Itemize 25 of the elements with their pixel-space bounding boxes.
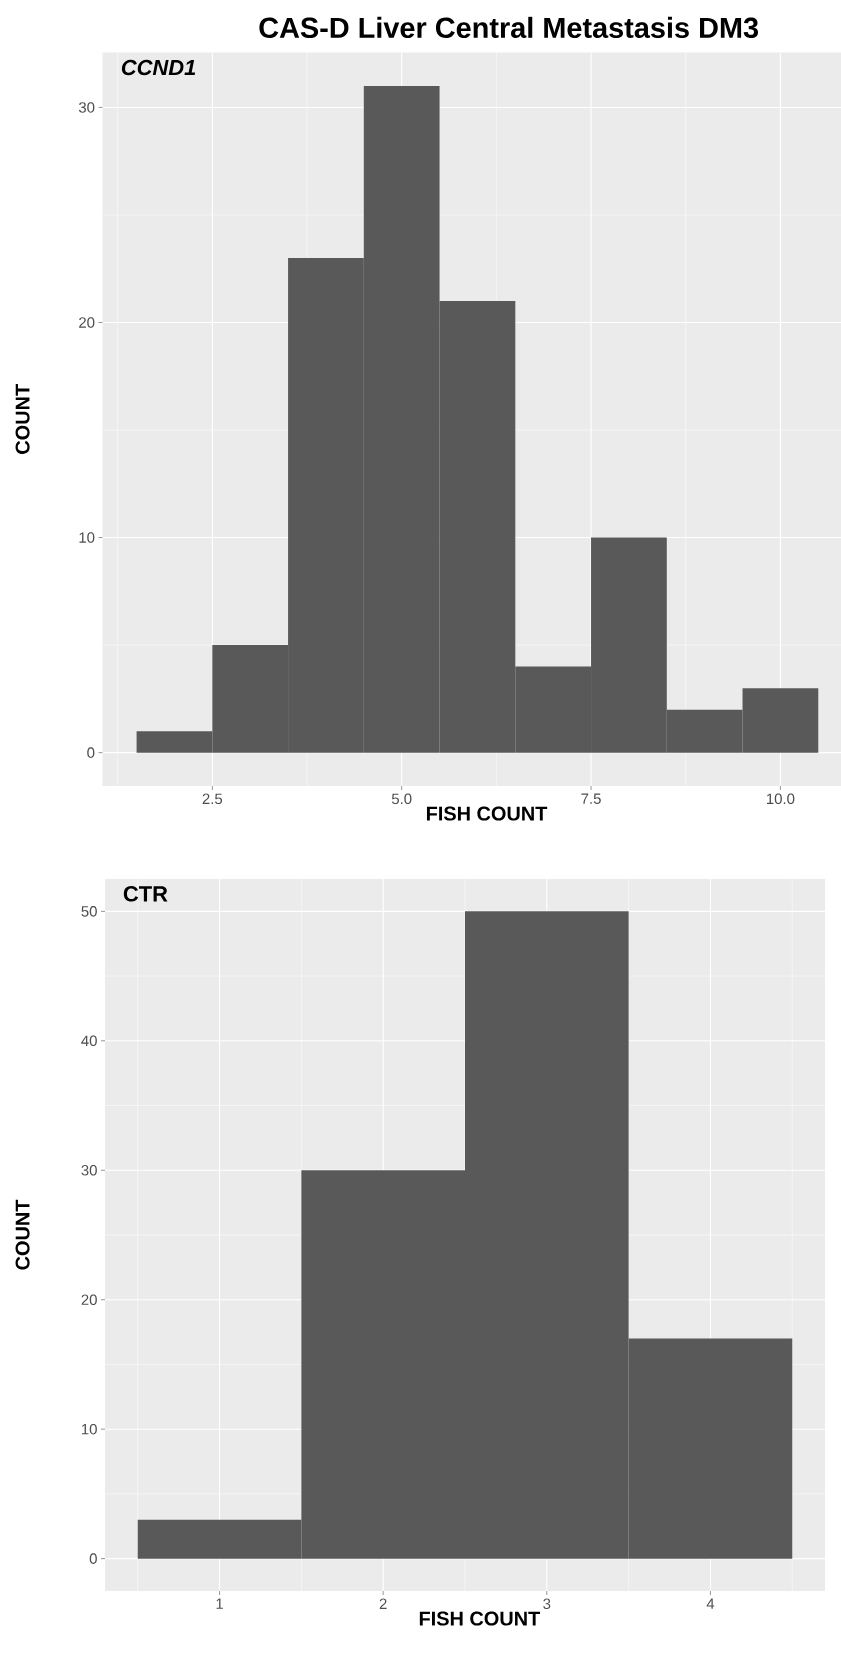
y-tick-label: 20 [81,1294,97,1306]
x-tick-label: 2.5 [202,793,223,805]
y-tick-label: 0 [89,1553,97,1564]
x-tick-label: 3 [543,1598,551,1610]
y-tick-label: 10 [79,532,95,543]
x-tick-label: 5.0 [391,793,412,805]
y-tick-label: 30 [81,1164,97,1176]
annotation: CTR [123,886,168,902]
y-tick-label: 30 [78,102,95,113]
y-tick-label: 20 [79,317,95,328]
x-tick-label: 1 [216,1598,223,1609]
y-axis-title: COUNT [15,384,30,454]
y-tick-label: 50 [81,906,97,917]
x-axis-title: FISH COUNT [426,806,548,821]
annotation: CCND1 [121,59,196,76]
y-axis-title: COUNT [15,1199,30,1270]
y-tick-label: 40 [81,1035,97,1047]
x-axis-title: FISH COUNT [419,1611,541,1626]
y-tick-label: 0 [87,747,95,758]
chart-title: CAS-D Liver Central Metastasis DM3 [259,16,759,39]
y-tick-label: 10 [82,1423,97,1435]
x-tick-label: 2 [379,1598,387,1609]
x-tick-label: 4 [706,1598,715,1609]
x-tick-label: 7.5 [581,793,601,804]
x-tick-label: 10.0 [767,793,795,805]
